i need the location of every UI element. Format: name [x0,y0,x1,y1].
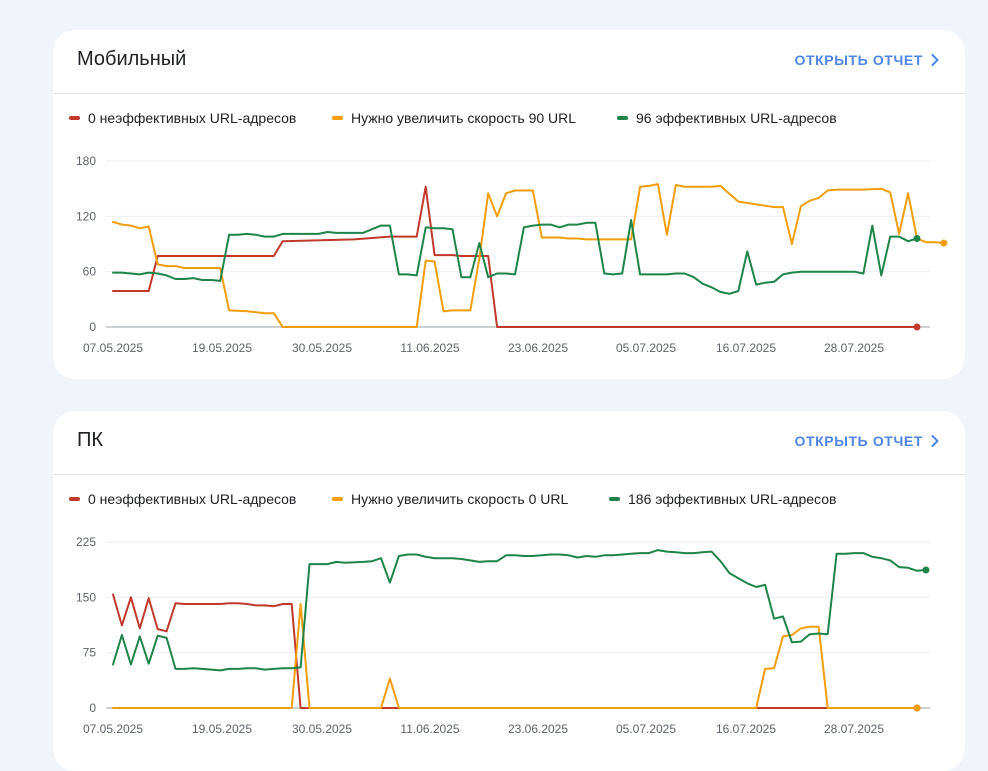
x-tick-label: 30.05.2025 [292,341,352,355]
x-tick-label: 23.06.2025 [508,341,568,355]
x-tick-label: 05.07.2025 [616,722,676,736]
legend-label-good: 186 эффективных URL-адресов [628,491,837,507]
series-end-dot-needs-improvement[interactable] [940,239,948,247]
series-line-poor[interactable] [112,185,918,328]
legend-label-needs-improvement: Нужно увеличить скорость 90 URL [351,110,577,126]
mobile-open-report-label: ОТКРЫТЬ ОТЧЕТ [794,52,923,68]
mobile-chart: 0 60 120 180 07.05.2025 19.05.2025 30.05.2025 1… [76,154,948,355]
legend-item-good[interactable]: 186 эффективных URL-адресов [609,491,836,507]
series-end-dot-good[interactable] [922,566,930,574]
series-end-dot-needs-improvement[interactable] [913,704,921,712]
legend-swatch-poor [69,116,80,120]
mobile-card-header: Мобильный ОТКРЫТЬ ОТЧЕТ [53,30,965,94]
series-line-needs-improvement[interactable] [112,183,945,328]
pc-open-report-label: ОТКРЫТЬ ОТЧЕТ [794,433,923,449]
chevron-right-icon [931,54,939,66]
mobile-card: Мобильный ОТКРЫТЬ ОТЧЕТ 0 неэффективных … [53,30,965,379]
legend-swatch-good [617,116,628,120]
series-line-needs-improvement[interactable] [112,603,918,709]
mobile-open-report-button[interactable]: ОТКРЫТЬ ОТЧЕТ [794,52,939,68]
legend-label-poor: 0 неэффективных URL-адресов [88,491,297,507]
x-tick-label: 07.05.2025 [83,722,143,736]
x-tick-label: 16.07.2025 [716,722,776,736]
mobile-card-title: Мобильный [77,48,187,70]
x-tick-label: 30.05.2025 [292,722,352,736]
x-tick-label: 19.05.2025 [192,341,252,355]
series-line-poor[interactable] [112,593,918,709]
chevron-right-icon [931,435,939,447]
series-end-dot-good[interactable] [913,234,921,242]
series-line-good[interactable] [112,549,927,672]
legend-item-needs-improvement[interactable]: Нужно увеличить скорость 90 URL [332,110,576,126]
y-tick-label: 225 [76,535,96,549]
legend-swatch-good [609,497,620,501]
x-tick-label: 28.07.2025 [824,341,884,355]
legend-item-good[interactable]: 96 эффективных URL-адресов [617,110,837,126]
y-tick-label: 0 [89,701,96,715]
y-tick-label: 75 [83,646,97,660]
y-tick-label: 0 [89,320,96,334]
x-tick-label: 11.06.2025 [400,341,459,355]
series-end-dot-poor[interactable] [913,323,921,331]
legend-swatch-needs-improvement [332,497,343,501]
y-tick-label: 180 [76,154,96,168]
pc-card: ПК ОТКРЫТЬ ОТЧЕТ 0 неэффективных URL-адр… [53,411,965,771]
legend-item-poor[interactable]: 0 неэффективных URL-адресов [69,110,296,126]
x-tick-label: 07.05.2025 [83,341,143,355]
legend-label-good: 96 эффективных URL-адресов [636,110,837,126]
y-tick-label: 60 [83,265,97,279]
pc-open-report-button[interactable]: ОТКРЫТЬ ОТЧЕТ [794,433,939,449]
legend-item-poor[interactable]: 0 неэффективных URL-адресов [69,491,296,507]
x-tick-label: 05.07.2025 [616,341,676,355]
pc-card-header: ПК ОТКРЫТЬ ОТЧЕТ [53,411,965,475]
legend-label-poor: 0 неэффективных URL-адресов [88,110,297,126]
x-tick-label: 11.06.2025 [400,722,459,736]
x-tick-label: 19.05.2025 [192,722,252,736]
x-tick-label: 16.07.2025 [716,341,776,355]
series-line-good[interactable] [112,219,918,295]
y-tick-label: 120 [76,209,96,223]
legend-swatch-poor [69,497,80,501]
legend-item-needs-improvement[interactable]: Нужно увеличить скорость 0 URL [332,491,568,507]
x-tick-label: 28.07.2025 [824,722,884,736]
x-tick-label: 23.06.2025 [508,722,568,736]
pc-chart: 0 75 150 225 07.05.2025 19.05.2025 30.05.2025 1… [76,535,930,736]
y-tick-label: 150 [76,590,96,604]
legend-label-needs-improvement: Нужно увеличить скорость 0 URL [351,491,569,507]
pc-card-title: ПК [77,429,104,451]
legend-swatch-needs-improvement [332,116,343,120]
